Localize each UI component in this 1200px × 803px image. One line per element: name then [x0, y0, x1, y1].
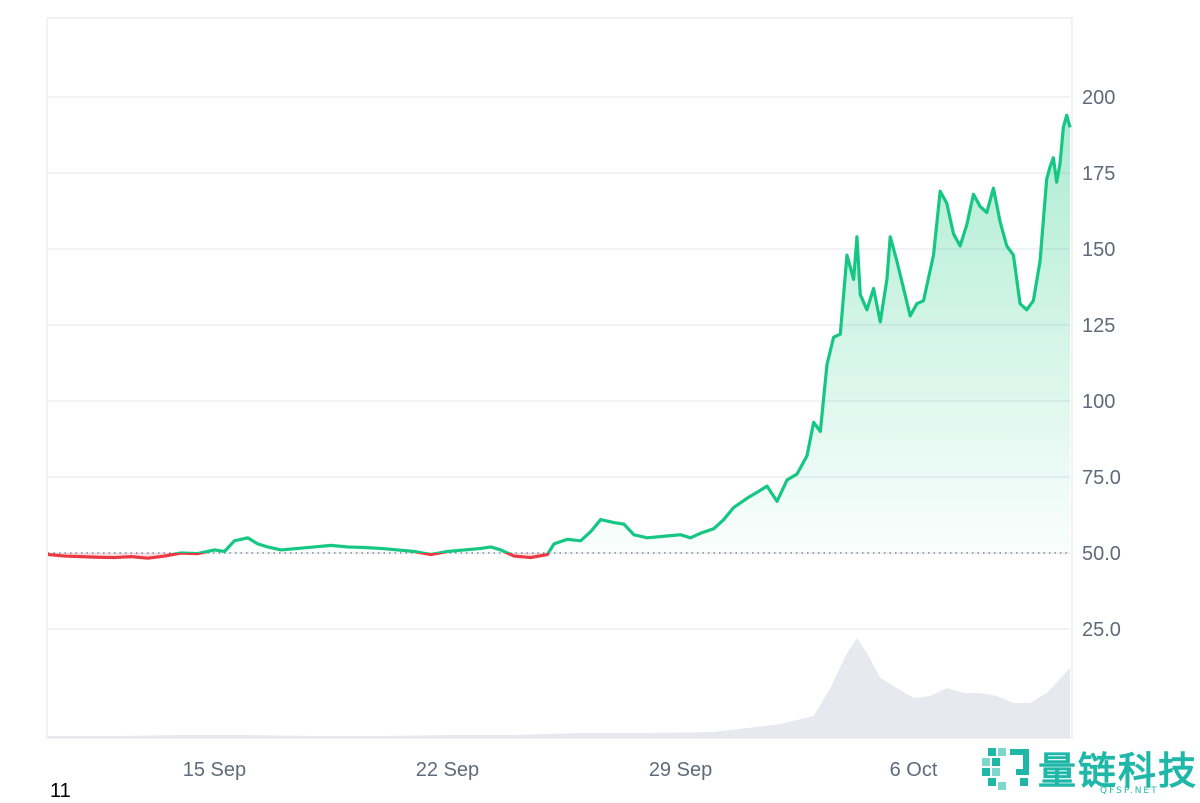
- watermark-logo: 量链科技 QFSP.NET: [978, 740, 1200, 800]
- watermark-sub: QFSP.NET: [1100, 786, 1159, 796]
- watermark-name: 量链科技: [1038, 749, 1199, 793]
- y-tick-label: 25.0: [1082, 619, 1121, 641]
- corner-label: 11: [50, 780, 71, 802]
- volume-bars: [48, 638, 1070, 738]
- volume-area: [48, 638, 1070, 738]
- x-tick-label: 29 Sep: [649, 759, 712, 781]
- y-tick-label: 100: [1082, 391, 1115, 413]
- x-axis-ticks: 15 Sep 22 Sep 29 Sep 6 Oct: [183, 759, 938, 781]
- y-axis-ticks: 25.0 50.0 75.0 100 125 150 175 200: [1082, 87, 1121, 641]
- qfsp-logo-icon: [982, 748, 1029, 790]
- y-tick-label: 75.0: [1082, 467, 1121, 489]
- plot-frame: [46, 17, 1073, 739]
- x-tick-label: 22 Sep: [416, 759, 479, 781]
- y-tick-label: 50.0: [1082, 543, 1121, 565]
- y-tick-label: 150: [1082, 239, 1115, 261]
- y-tick-label: 200: [1082, 87, 1115, 109]
- x-tick-label: 15 Sep: [183, 759, 246, 781]
- y-tick-label: 125: [1082, 315, 1115, 337]
- price-fill: [48, 115, 1070, 559]
- price-line-up: [48, 113, 1072, 553]
- price-line: [48, 113, 1072, 560]
- y-tick-label: 175: [1082, 163, 1115, 185]
- price-area-up: [48, 115, 1070, 553]
- x-tick-label: 6 Oct: [890, 759, 938, 781]
